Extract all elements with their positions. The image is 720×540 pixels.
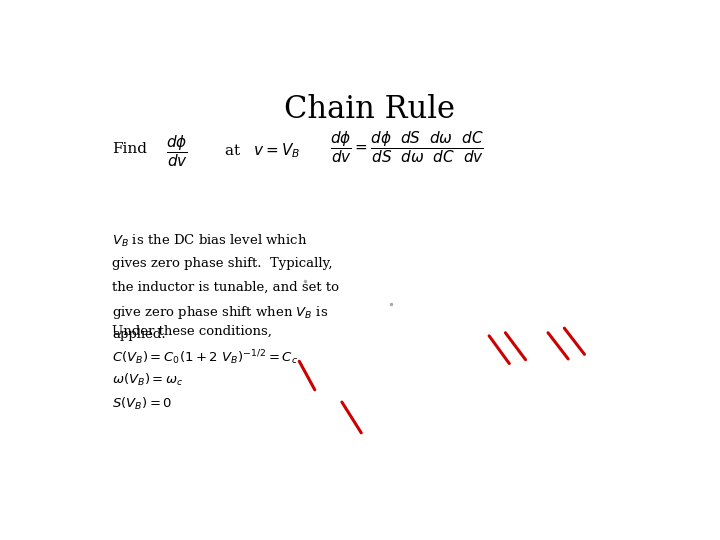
Text: gives zero phase shift.  Typically,: gives zero phase shift. Typically,	[112, 257, 333, 270]
Text: $C(V_B) = C_0(1+2\ V_B)^{-1/2} = C_c$: $C(V_B) = C_0(1+2\ V_B)^{-1/2} = C_c$	[112, 348, 298, 367]
Text: applied.: applied.	[112, 328, 166, 341]
Text: Under these conditions,: Under these conditions,	[112, 325, 272, 338]
Text: give zero phase shift when $V_B$ is: give zero phase shift when $V_B$ is	[112, 305, 328, 321]
Text: $\omega(V_B)= \omega_c$: $\omega(V_B)= \omega_c$	[112, 372, 184, 388]
Text: Chain Rule: Chain Rule	[284, 94, 454, 125]
Text: $V_B$ is the DC bias level which: $V_B$ is the DC bias level which	[112, 233, 307, 249]
Text: the inductor is tunable, and set to: the inductor is tunable, and set to	[112, 281, 339, 294]
Text: $S(V_B) = 0$: $S(V_B) = 0$	[112, 396, 173, 412]
Text: $\dfrac{d\phi}{dv}$: $\dfrac{d\phi}{dv}$	[166, 133, 187, 169]
Text: $\dfrac{d\phi}{dv} = \dfrac{d\phi\ \ dS\ \ d\omega\ \ dC}{dS\ \ d\omega\ \ dC\ \: $\dfrac{d\phi}{dv} = \dfrac{d\phi\ \ dS\…	[330, 129, 484, 165]
Text: at   $v = V_B$: at $v = V_B$	[224, 141, 300, 160]
Text: Find: Find	[112, 141, 148, 156]
